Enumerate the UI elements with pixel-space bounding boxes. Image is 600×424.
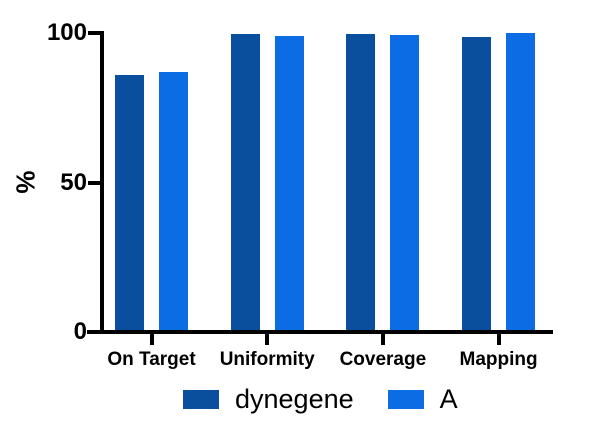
category-label-on-target: On Target <box>107 349 196 370</box>
bar-A-uniformity <box>274 35 304 332</box>
y-tick-mark <box>88 180 102 185</box>
legend-label-A: A <box>439 384 458 414</box>
legend-label-dynegene: dynegene <box>235 384 354 414</box>
category-label-mapping: Mapping <box>459 349 538 370</box>
y-tick-label: 0 <box>73 318 87 345</box>
x-axis-line <box>87 330 553 334</box>
legend-item-A: A <box>387 384 458 415</box>
category-tick <box>380 334 385 345</box>
bar-dynegene-uniformity <box>230 33 260 332</box>
bar-A-mapping <box>506 33 536 332</box>
legend-swatch-dynegene <box>183 390 219 409</box>
bar-dynegene-coverage <box>346 33 376 332</box>
legend-item-dynegene: dynegene <box>183 384 354 415</box>
category-label-uniformity: Uniformity <box>219 349 315 370</box>
y-axis-line <box>100 31 104 334</box>
bar-A-on-target <box>159 71 188 332</box>
category-tick <box>496 334 501 345</box>
legend: dynegene A <box>183 384 458 415</box>
category-tick <box>149 334 154 345</box>
bar-A-coverage <box>390 34 420 332</box>
bar-dynegene-mapping <box>462 36 492 332</box>
y-tick-mark <box>88 31 102 35</box>
bar-dynegene-on-target <box>115 74 144 332</box>
y-tick-label: 100 <box>46 19 87 46</box>
y-tick-label: 50 <box>60 168 87 196</box>
category-label-coverage: Coverage <box>339 349 427 370</box>
category-tick <box>265 334 270 345</box>
legend-swatch-A <box>387 390 424 409</box>
